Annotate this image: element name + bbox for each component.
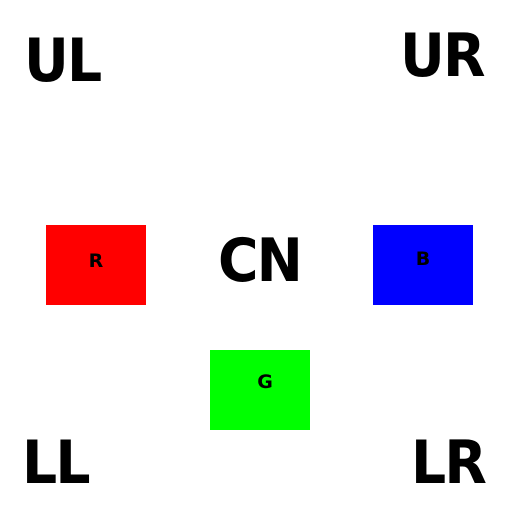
label-center: CN	[218, 226, 303, 296]
label-lower-right: LR	[411, 428, 487, 498]
green-box-label: G	[257, 371, 273, 393]
label-lower-left: LL	[22, 428, 91, 498]
red-box: R	[46, 225, 146, 305]
red-box-label: R	[88, 250, 104, 272]
blue-box-label: B	[415, 248, 431, 270]
green-box: G	[210, 350, 310, 430]
label-upper-left: UL	[24, 26, 102, 96]
blue-box: B	[373, 225, 473, 305]
label-upper-right: UR	[400, 21, 485, 91]
